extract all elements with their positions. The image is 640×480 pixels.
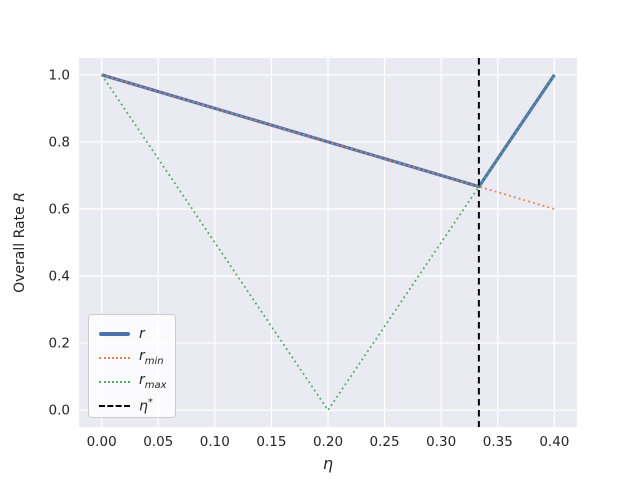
legend-label: r xyxy=(139,326,145,342)
x-tick-label: 0.35 xyxy=(483,434,513,450)
x-tick-label: 0.10 xyxy=(200,434,230,450)
legend-entry-r: r xyxy=(99,322,175,346)
y-axis-label: Overall Rate R xyxy=(12,192,28,293)
x-tick-label: 0.00 xyxy=(87,434,117,450)
legend: r rmin rmax η* xyxy=(88,314,176,418)
x-tick-label: 0.15 xyxy=(256,434,286,450)
x-tick-label: 0.25 xyxy=(370,434,400,450)
x-tick-label: 0.20 xyxy=(313,434,343,450)
x-tick-label: 0.30 xyxy=(426,434,456,450)
legend-dotted-line-swatch xyxy=(99,381,130,383)
legend-label: rmax xyxy=(139,372,167,391)
x-tick-label: 0.40 xyxy=(539,434,569,450)
legend-label: rmin xyxy=(139,348,164,367)
legend-solid-line-swatch xyxy=(99,332,130,336)
y-tick-label: 0.4 xyxy=(49,269,70,285)
series-r-min-line xyxy=(101,73,555,210)
x-tick-label: 0.05 xyxy=(143,434,173,450)
y-tick-label: 0.0 xyxy=(49,403,70,419)
y-tick-label: 1.0 xyxy=(49,67,70,83)
legend-entry-rmax: rmax xyxy=(99,370,175,394)
x-axis-label: η xyxy=(323,454,333,473)
legend-label: η* xyxy=(139,397,153,415)
y-tick-label: 0.6 xyxy=(49,201,70,217)
legend-entry-η*: η* xyxy=(99,394,175,418)
legend-dashed-line-swatch xyxy=(99,405,130,407)
y-tick-label: 0.2 xyxy=(49,336,70,352)
legend-dotted-line-swatch xyxy=(99,357,130,359)
y-tick-label: 0.8 xyxy=(49,134,70,150)
legend-entry-rmin: rmin xyxy=(99,346,175,370)
